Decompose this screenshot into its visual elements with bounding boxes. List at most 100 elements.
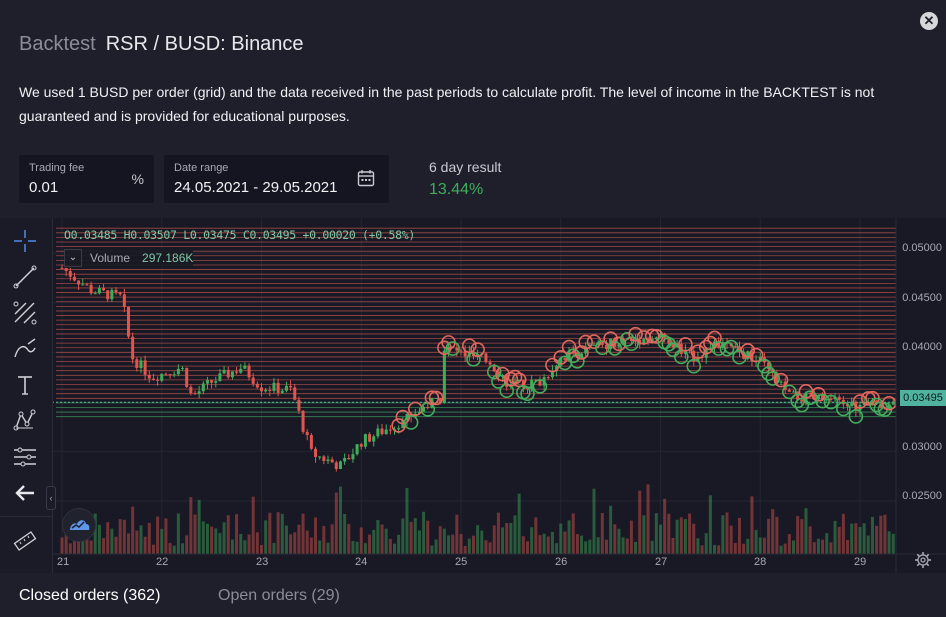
volume-bar	[841, 513, 845, 554]
candle-body	[438, 397, 442, 404]
candle-body	[829, 399, 833, 401]
candle-body	[825, 399, 829, 401]
text-tool-icon[interactable]	[12, 372, 38, 398]
volume-bar	[488, 542, 492, 554]
brush-icon[interactable]	[12, 336, 38, 362]
volume-bar	[704, 533, 708, 554]
tab-open-orders[interactable]: Open orders (29)	[218, 587, 340, 604]
volume-bar	[783, 543, 787, 554]
volume-bar	[663, 498, 667, 554]
candle-body	[746, 351, 750, 359]
volume-bar	[318, 540, 322, 554]
prediction-icon[interactable]	[12, 444, 38, 470]
volume-bar	[596, 537, 600, 554]
volume-bar	[189, 497, 193, 554]
volume-bar	[725, 512, 729, 554]
price-chart[interactable]	[0, 218, 946, 573]
back-arrow-icon[interactable]	[12, 480, 38, 506]
trading-fee-value[interactable]: 0.01	[29, 179, 59, 196]
ruler-icon[interactable]	[12, 528, 38, 554]
candle-body	[135, 359, 139, 368]
buy-order-marker	[665, 342, 681, 358]
volume-bar	[97, 524, 101, 554]
volume-bar	[243, 540, 247, 554]
candle-body	[359, 444, 363, 447]
sell-order-marker	[578, 334, 593, 350]
candle-body	[226, 369, 230, 378]
candle-body	[380, 428, 384, 435]
result-value: 13.44%	[429, 181, 484, 198]
candle-body	[218, 373, 222, 382]
candle-body	[85, 284, 89, 286]
date-range-value[interactable]: 24.05.2021 - 29.05.2021	[174, 179, 338, 196]
candle-body	[318, 456, 322, 458]
volume-bar	[816, 538, 820, 554]
volume-bar	[604, 539, 608, 554]
candle-body	[156, 379, 160, 381]
candle-body	[850, 401, 854, 407]
fib-tool-icon[interactable]	[12, 300, 38, 326]
candle-body	[60, 267, 64, 269]
buy-order-marker	[815, 393, 830, 409]
volume-bar	[667, 513, 671, 554]
candle-body	[351, 454, 355, 460]
candle-body	[68, 270, 72, 277]
candle-body	[330, 459, 334, 463]
candle-body	[733, 346, 737, 348]
candle-body	[891, 401, 895, 405]
calendar-icon[interactable]	[357, 169, 375, 187]
volume-bar	[447, 535, 451, 554]
volume-bar	[629, 520, 633, 554]
volume-bar	[609, 505, 613, 554]
volume-bar	[671, 537, 675, 554]
volume-bar	[887, 531, 891, 554]
volume-bar	[484, 540, 488, 554]
candle-body	[334, 462, 338, 470]
candle-body	[172, 374, 176, 376]
volume-bar	[81, 531, 85, 554]
trading-fee-field[interactable]: Trading fee 0.01 %	[19, 155, 154, 203]
candle-body	[758, 357, 762, 361]
chart-area[interactable]	[0, 218, 946, 573]
price-tick: 0.02500	[902, 490, 942, 502]
candle-body	[247, 365, 251, 378]
volume-bar	[393, 543, 396, 554]
pattern-icon[interactable]	[12, 408, 38, 434]
collapse-toolbar-handle[interactable]: ‹	[46, 486, 56, 510]
volume-bar	[309, 537, 313, 554]
sell-order-marker	[678, 337, 693, 352]
volume-bar	[330, 524, 334, 554]
candle-body	[72, 276, 76, 281]
candle-body	[338, 461, 342, 470]
trend-line-icon[interactable]	[12, 264, 38, 290]
volume-bar	[355, 541, 359, 554]
buy-order-marker	[619, 332, 635, 347]
close-icon[interactable]: ✕	[920, 12, 938, 30]
buy-order-marker	[761, 366, 776, 381]
gear-icon[interactable]	[914, 551, 932, 569]
volume-bar	[143, 536, 147, 554]
volume-bar	[496, 512, 500, 554]
volume-bar	[505, 523, 509, 554]
date-range-field[interactable]: Date range 24.05.2021 - 29.05.2021	[164, 155, 389, 203]
candle-body	[118, 292, 122, 295]
candle-body	[77, 280, 81, 285]
toolbar-divider	[0, 516, 52, 517]
volume-bar	[713, 544, 717, 554]
candle-body	[185, 367, 189, 387]
crosshair-icon[interactable]	[12, 228, 38, 254]
candle-body	[821, 395, 825, 401]
volume-bar	[289, 534, 293, 554]
volume-bar	[708, 495, 712, 554]
volume-bar	[384, 528, 388, 554]
volume-bar	[326, 542, 330, 554]
candle-body	[326, 459, 330, 462]
candle-body	[887, 404, 891, 410]
candle-body	[517, 379, 521, 382]
volume-bar	[68, 543, 72, 554]
buy-order-marker	[570, 354, 585, 369]
volume-bar	[767, 518, 771, 554]
tab-closed-orders[interactable]: Closed orders (362)	[19, 587, 161, 604]
chevron-down-icon[interactable]: ⌄	[64, 249, 82, 267]
sell-order-marker	[424, 390, 440, 405]
